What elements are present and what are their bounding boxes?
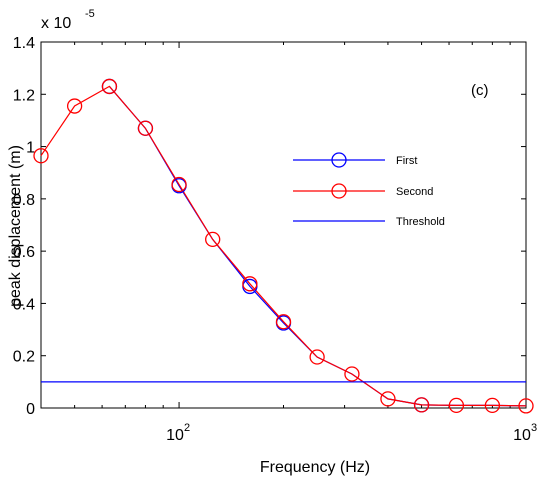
plot-area: [40, 41, 527, 409]
tick-labels: 00.20.40.60.811.21.410 2 10 3: [13, 35, 537, 444]
series-second-point: [309, 349, 325, 365]
y-tick-label: 0.8: [13, 192, 35, 209]
series-second-point: [242, 276, 258, 292]
y-tick-label: 1: [26, 140, 35, 157]
x-tick-exponent: 2: [184, 422, 190, 434]
legend: First Second Threshold: [293, 152, 445, 228]
series-second-point: [137, 120, 154, 136]
series-second-point: [171, 176, 187, 193]
series-second-point: [413, 397, 430, 413]
legend-second-label: Second: [396, 186, 433, 198]
tick-marks: [40, 41, 527, 409]
series-second-point: [275, 314, 292, 330]
y-tick-label: 0.2: [13, 349, 35, 366]
series-layer: [33, 78, 534, 414]
series-second-line: [40, 85, 527, 407]
series-second-point: [518, 398, 534, 414]
series-second-point: [66, 98, 83, 114]
series-second-point: [380, 391, 396, 407]
legend-second-marker: [331, 183, 347, 199]
legend-first-marker: [331, 152, 347, 168]
panel-label: (c): [471, 82, 489, 99]
y-tick-label: 0: [26, 401, 35, 418]
y-tick-label: 0.4: [13, 296, 35, 313]
series-second-point: [484, 397, 501, 414]
series-second-point: [33, 148, 49, 164]
series-second-point: [448, 397, 465, 414]
y-multiplier-exponent: -5: [85, 8, 95, 20]
x-tick-label: 10: [166, 427, 184, 444]
y-tick-label: 1.2: [13, 87, 35, 104]
y-tick-label: 0.6: [13, 244, 35, 261]
y-tick-label: 1.4: [13, 35, 35, 52]
legend-first-label: First: [396, 155, 417, 167]
x-tick-label: 10: [513, 427, 531, 444]
y-axis-title: peak displacement (m): [7, 145, 24, 307]
x-tick-exponent: 3: [531, 422, 537, 434]
series-second-point: [344, 366, 360, 382]
series-second-point: [101, 78, 118, 95]
x-axis-title: Frequency (Hz): [260, 459, 370, 476]
y-multiplier-base: x 10: [41, 15, 71, 32]
legend-threshold-label: Threshold: [396, 216, 445, 228]
series-second-point: [205, 231, 221, 248]
